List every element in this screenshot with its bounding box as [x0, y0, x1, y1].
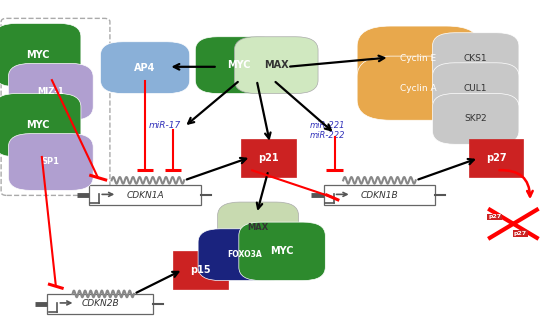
- Text: MYC: MYC: [26, 50, 50, 60]
- FancyBboxPatch shape: [218, 202, 299, 252]
- FancyBboxPatch shape: [432, 63, 519, 114]
- Bar: [89, 185, 201, 205]
- FancyBboxPatch shape: [195, 37, 282, 94]
- FancyBboxPatch shape: [239, 222, 325, 281]
- FancyBboxPatch shape: [198, 229, 290, 281]
- Text: MAX: MAX: [264, 60, 288, 70]
- Text: p27: p27: [514, 231, 527, 236]
- Text: p15: p15: [190, 265, 210, 275]
- Text: MAX: MAX: [247, 223, 269, 231]
- FancyBboxPatch shape: [432, 33, 519, 84]
- FancyBboxPatch shape: [1, 18, 110, 195]
- FancyBboxPatch shape: [0, 23, 81, 87]
- Text: CKS1: CKS1: [464, 54, 488, 62]
- FancyBboxPatch shape: [469, 139, 523, 177]
- FancyBboxPatch shape: [8, 134, 93, 190]
- Text: MIZ-1: MIZ-1: [37, 88, 64, 96]
- Text: SP1: SP1: [42, 158, 60, 166]
- FancyBboxPatch shape: [432, 94, 519, 144]
- FancyBboxPatch shape: [357, 26, 480, 90]
- Bar: [324, 185, 435, 205]
- Text: AP4: AP4: [134, 63, 156, 72]
- FancyBboxPatch shape: [100, 42, 190, 94]
- Text: CUL1: CUL1: [464, 84, 488, 93]
- FancyBboxPatch shape: [8, 63, 93, 120]
- Text: FOXO3A: FOXO3A: [227, 250, 262, 259]
- Text: SKP2: SKP2: [464, 115, 487, 123]
- Text: p27: p27: [488, 214, 501, 219]
- FancyBboxPatch shape: [173, 250, 228, 289]
- Text: MYC: MYC: [26, 120, 50, 130]
- Text: miR-17: miR-17: [148, 121, 181, 130]
- Text: Cyclin E: Cyclin E: [401, 54, 436, 62]
- Text: MYC: MYC: [227, 60, 251, 70]
- Text: CDKN1B: CDKN1B: [360, 191, 398, 200]
- FancyBboxPatch shape: [234, 37, 318, 94]
- Text: p21: p21: [258, 153, 278, 163]
- Bar: [47, 294, 153, 314]
- Text: MYC: MYC: [270, 246, 294, 256]
- FancyBboxPatch shape: [357, 56, 480, 120]
- Text: miR-221
miR-222: miR-221 miR-222: [310, 121, 345, 140]
- Text: p27: p27: [486, 153, 506, 163]
- Text: CDKN1A: CDKN1A: [126, 191, 164, 200]
- Text: Cyclin A: Cyclin A: [400, 84, 437, 93]
- FancyBboxPatch shape: [241, 139, 296, 177]
- Text: CDKN2B: CDKN2B: [81, 300, 119, 308]
- FancyBboxPatch shape: [0, 94, 81, 157]
